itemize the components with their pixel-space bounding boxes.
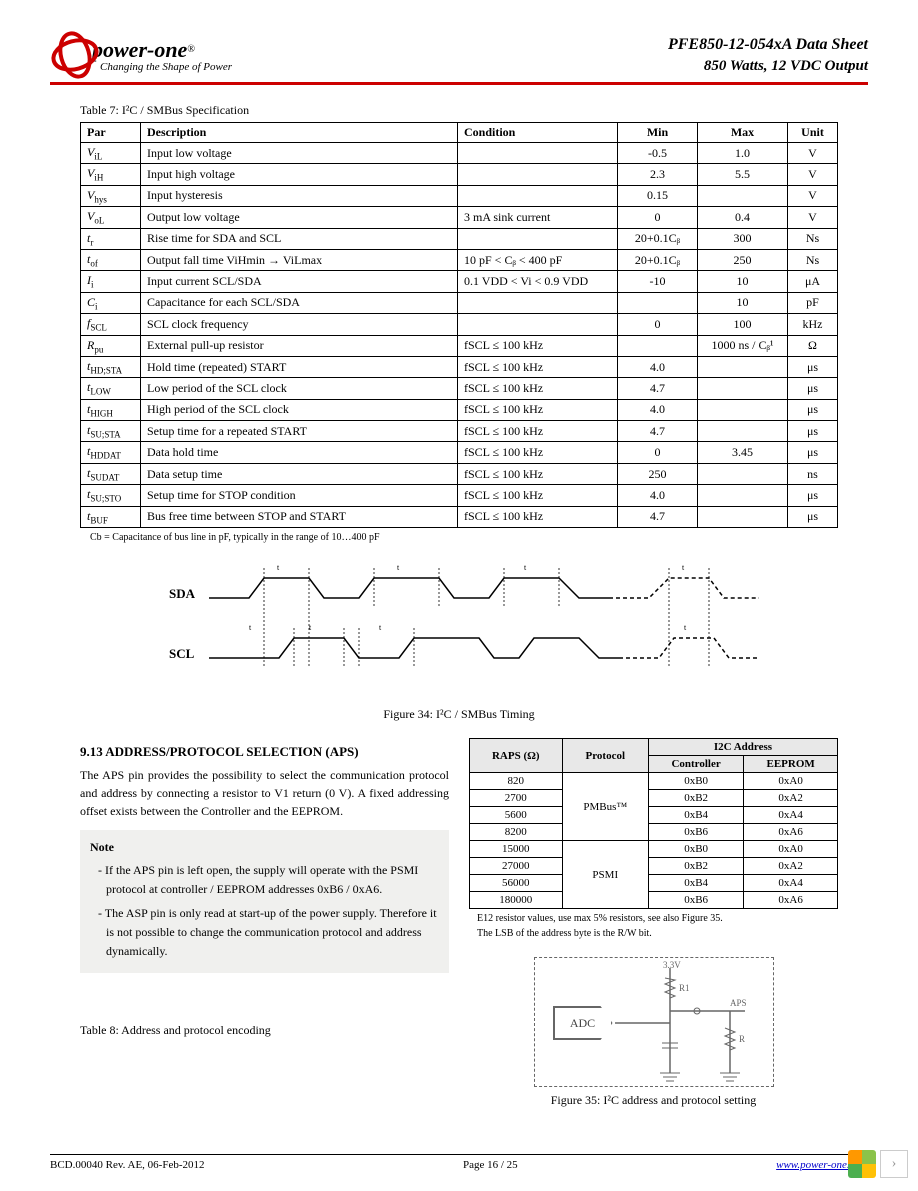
table8-caption: Table 8: Address and protocol encoding (80, 1023, 449, 1038)
timing-diagram: SDA SCL t t t t t t t t (80, 558, 838, 692)
svg-text:t: t (524, 563, 527, 572)
table7-footnote: Cb = Capacitance of bus line in pF, typi… (90, 532, 838, 543)
svg-text:t: t (309, 623, 312, 632)
table-row: 270000xB20xA2 (470, 858, 838, 875)
table-row: 27000xB20xA2 (470, 790, 838, 807)
section-913-heading: 9.13 ADDRESS/PROTOCOL SELECTION (APS) (80, 744, 449, 760)
addr-note1: E12 resistor values, use max 5% resistor… (477, 913, 838, 924)
svg-text:t: t (249, 623, 252, 632)
corner-nav: › (848, 1150, 908, 1178)
table-row: VoLOutput low voltage3 mA sink current00… (81, 207, 838, 228)
th-proto: Protocol (562, 739, 648, 773)
table-row: ViLInput low voltage-0.51.0V (81, 143, 838, 164)
fig34-caption: Figure 34: I²C / SMBus Timing (80, 707, 838, 722)
footer-left: BCD.00040 Rev. AE, 06-Feb-2012 (50, 1159, 205, 1171)
note-item: - The ASP pin is only read at start-up o… (98, 904, 439, 962)
table-row: ViHInput high voltage2.35.5V (81, 164, 838, 185)
sda-label: SDA (169, 586, 196, 601)
table-row: 56000xB40xA4 (470, 807, 838, 824)
table-row: tSUDATData setup timefSCL ≤ 100 kHz250ns (81, 463, 838, 484)
table-row: 82000xB60xA6 (470, 824, 838, 841)
logo-text: power-one (92, 37, 187, 62)
table7-caption: Table 7: I²C / SMBus Specification (80, 103, 838, 118)
table-row: 1800000xB60xA6 (470, 892, 838, 909)
table-row: 820PMBus™0xB00xA0 (470, 773, 838, 790)
page-header: power-one® Changing the Shape of Power P… (50, 30, 868, 85)
logo-reg: ® (187, 44, 195, 55)
table-row: VhysInput hysteresis0.15V (81, 185, 838, 206)
table7: Par Description Condition Min Max Unit V… (80, 122, 838, 528)
th-unit: Unit (788, 123, 838, 143)
doc-title: PFE850-12-054xA Data Sheet (668, 36, 868, 54)
note-item: - If the APS pin is left open, the suppl… (98, 861, 439, 899)
pinwheel-icon[interactable] (848, 1150, 876, 1178)
table-row: RpuExternal pull-up resistorfSCL ≤ 100 k… (81, 335, 838, 356)
fig35-caption: Figure 35: I²C address and protocol sett… (469, 1093, 838, 1108)
header-right: PFE850-12-054xA Data Sheet 850 Watts, 12… (668, 36, 868, 75)
addr-note2: The LSB of the address byte is the R/W b… (477, 928, 838, 939)
th-i2c: I2C Address (648, 739, 837, 756)
logo: power-one® Changing the Shape of Power (50, 30, 232, 80)
table-row: tLOWLow period of the SCL clockfSCL ≤ 10… (81, 378, 838, 399)
table-row: tofOutput fall time ViHmin → ViLmax10 pF… (81, 249, 838, 270)
footer-center: Page 16 / 25 (463, 1159, 518, 1171)
table-row: 15000PSMI0xB00xA0 (470, 841, 838, 858)
logo-tagline: Changing the Shape of Power (100, 61, 232, 73)
next-button[interactable]: › (880, 1150, 908, 1178)
th-raps: RAPS (Ω) (470, 739, 563, 773)
svg-text:t: t (684, 623, 687, 632)
doc-subtitle: 850 Watts, 12 VDC Output (668, 58, 868, 75)
th-ctrl: Controller (648, 756, 743, 773)
table-row: tSU;STOSetup time for STOP conditionfSCL… (81, 485, 838, 506)
aps-label: APS (730, 998, 747, 1008)
r1-label: R1 (679, 983, 690, 993)
address-table: RAPS (Ω) Protocol I2C Address Controller… (469, 738, 838, 909)
note-heading: Note (90, 838, 439, 857)
r-label: R (739, 1034, 745, 1044)
th-max: Max (698, 123, 788, 143)
table-row: fSCLSCL clock frequency0100kHz (81, 314, 838, 335)
circuit-diagram: ADC 3.3V R1 APS R (534, 957, 774, 1087)
th-desc: Description (141, 123, 458, 143)
table-row: tBUFBus free time between STOP and START… (81, 506, 838, 527)
v-label: 3.3V (663, 960, 681, 970)
th-cond: Condition (458, 123, 618, 143)
th-eep: EEPROM (744, 756, 838, 773)
svg-text:t: t (397, 563, 400, 572)
note-box: Note - If the APS pin is left open, the … (80, 830, 449, 973)
svg-text:t: t (682, 563, 685, 572)
table-row: CiCapacitance for each SCL/SDA10pF (81, 292, 838, 313)
svg-text:t: t (379, 623, 382, 632)
table-row: trRise time for SDA and SCL20+0.1Cᵦ300Ns (81, 228, 838, 249)
table-row: tHIGHHigh period of the SCL clockfSCL ≤ … (81, 399, 838, 420)
table-row: 560000xB40xA4 (470, 875, 838, 892)
page-footer: BCD.00040 Rev. AE, 06-Feb-2012 Page 16 /… (50, 1154, 868, 1171)
table-row: tSU;STASetup time for a repeated STARTfS… (81, 421, 838, 442)
svg-text:t: t (277, 563, 280, 572)
table-row: tHDDATData hold timefSCL ≤ 100 kHz03.45μ… (81, 442, 838, 463)
logo-mark-icon (50, 30, 100, 80)
table-row: tHD;STAHold time (repeated) STARTfSCL ≤ … (81, 356, 838, 377)
section-913-paragraph: The APS pin provides the possibility to … (80, 766, 449, 820)
scl-label: SCL (169, 646, 195, 661)
table-row: IiInput current SCL/SDA0.1 VDD < Vi < 0.… (81, 271, 838, 292)
th-par: Par (81, 123, 141, 143)
th-min: Min (618, 123, 698, 143)
